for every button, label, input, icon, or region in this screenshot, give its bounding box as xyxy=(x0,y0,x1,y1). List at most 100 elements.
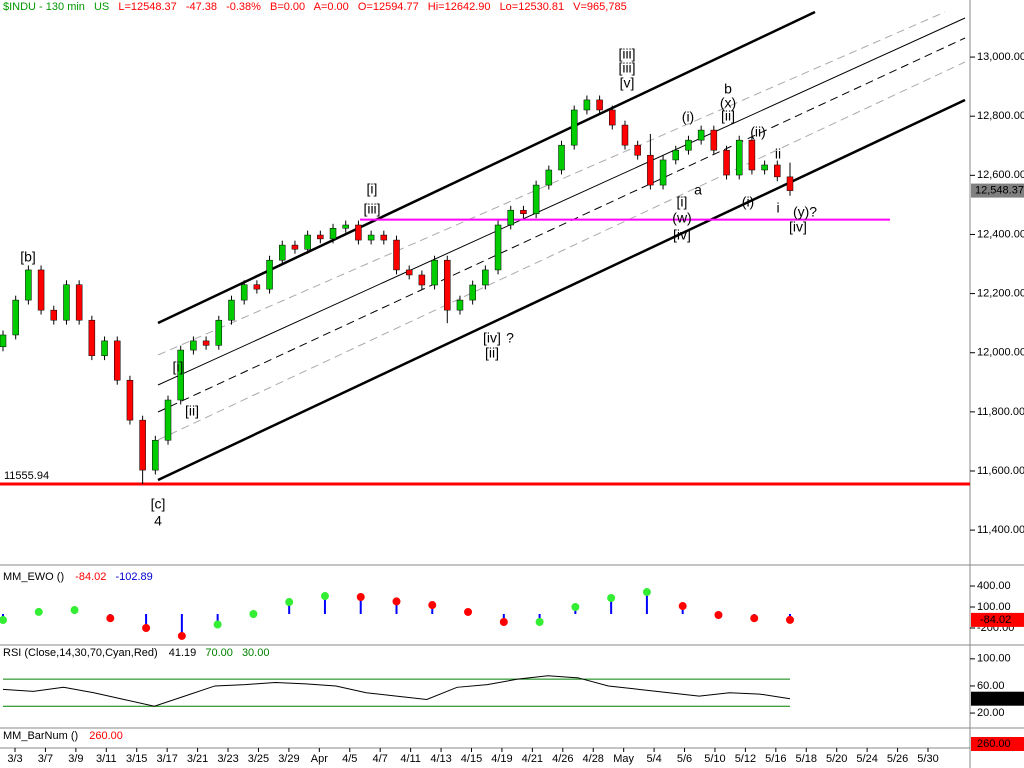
candle-body xyxy=(431,259,438,286)
candle-body xyxy=(520,209,527,215)
wave-label: ? xyxy=(506,330,514,346)
candle-body xyxy=(418,274,426,286)
symbol: $INDU - 130 min xyxy=(3,1,85,13)
wave-label: ii xyxy=(775,146,781,162)
wave-label: [ii] xyxy=(721,108,735,124)
x-tick-label: 3/17 xyxy=(156,753,177,765)
support-label: 11555.94 xyxy=(4,470,49,482)
x-tick-label: 4/21 xyxy=(522,753,543,765)
wave-label: (ii) xyxy=(750,124,766,140)
wave-label: [b] xyxy=(20,249,36,265)
candle-body xyxy=(456,299,464,311)
header: $INDU - 130 min US L=12548.37 -47.38 -0.… xyxy=(3,1,627,13)
ewo-dot xyxy=(285,598,294,607)
x-tick-label: 3/29 xyxy=(278,753,299,765)
candle-body xyxy=(12,299,19,336)
pct: -0.38% xyxy=(226,1,261,13)
ewo-dot xyxy=(535,617,544,626)
candle-body xyxy=(697,129,705,141)
y-tick-label: 12,800.00 xyxy=(977,110,1024,122)
candle-body xyxy=(291,244,299,250)
candle-body xyxy=(37,269,45,311)
candle-body xyxy=(367,234,375,241)
candle-body xyxy=(405,269,413,276)
ewo-dot xyxy=(0,616,7,625)
last-price-label: 12,548.37 xyxy=(975,184,1024,196)
ewo-dot xyxy=(142,624,151,633)
ewo-dot xyxy=(213,620,222,629)
x-tick-label: 4/19 xyxy=(491,753,512,765)
wave-label: (w) xyxy=(672,210,691,226)
y-tick-label: 12,200.00 xyxy=(977,287,1024,299)
barnum-name: MM_BarNum () xyxy=(3,730,78,742)
wave-label: 4 xyxy=(154,513,162,529)
candle-body xyxy=(113,340,121,381)
candle-body xyxy=(659,159,667,186)
barnum-box xyxy=(971,737,1024,751)
barnum-title: MM_BarNum () 260.00 xyxy=(3,730,123,742)
x-tick-label: 3/9 xyxy=(68,753,83,765)
bid: B=0.00 xyxy=(270,1,305,13)
candle-body xyxy=(101,340,108,356)
candle-body xyxy=(723,149,730,176)
rsi-value-label: 41.19 xyxy=(980,693,1008,705)
candle-body xyxy=(647,154,654,186)
rsi-title: RSI (Close,14,30,70,Cyan,Red) 41.19 70.0… xyxy=(3,647,269,659)
candle-body xyxy=(507,209,514,226)
channel-line xyxy=(157,17,966,386)
x-tick-label: Apr xyxy=(311,753,328,765)
candle-body xyxy=(393,239,400,271)
wave-label: [iv] xyxy=(789,219,807,235)
rsi-lower: 30.00 xyxy=(242,647,270,659)
wave-label: b xyxy=(724,81,732,97)
ewo-dot xyxy=(786,615,794,624)
wave-label: a xyxy=(694,182,702,198)
candle-body xyxy=(164,399,172,441)
candle-body xyxy=(139,419,146,471)
low: Lo=12530.81 xyxy=(500,1,565,13)
ewo-dot xyxy=(392,597,401,606)
wave-label: [iii] xyxy=(363,201,380,217)
candle-body xyxy=(583,99,591,111)
ewo-dot xyxy=(177,631,186,640)
candle-body xyxy=(735,139,743,176)
candle-body xyxy=(380,234,388,241)
y-tick-label: 12,000.00 xyxy=(977,347,1024,359)
ewo-dot xyxy=(571,603,580,612)
ewo-dot xyxy=(356,593,365,602)
candle-body xyxy=(444,259,451,311)
x-tick-label: 5/18 xyxy=(796,753,817,765)
ewo-value-label: -84.02 xyxy=(980,614,1011,626)
candle-body xyxy=(685,139,692,151)
candle-body xyxy=(748,139,756,171)
y-tick-label: 11,800.00 xyxy=(977,406,1024,418)
x-tick-label: 3/23 xyxy=(217,753,238,765)
x-tick-label: 4/26 xyxy=(552,753,573,765)
ewo-dot xyxy=(678,602,687,611)
wave-label: (x) xyxy=(720,95,736,111)
last: L=12548.37 xyxy=(118,1,176,13)
x-tick-label: 4/15 xyxy=(461,753,482,765)
y-tick-label: 20.00 xyxy=(977,707,1005,719)
candle-body xyxy=(50,309,58,321)
x-tick-label: 3/15 xyxy=(126,753,147,765)
candle-body xyxy=(545,169,553,186)
y-tick-label: 400.00 xyxy=(977,580,1011,592)
x-tick-label: 3/25 xyxy=(248,753,269,765)
change: -47.38 xyxy=(186,1,217,13)
rsi-value-box xyxy=(971,691,1024,706)
ewo-dot xyxy=(750,614,759,623)
candle-body xyxy=(190,340,197,351)
candle-body xyxy=(532,184,540,215)
candle-body xyxy=(786,176,794,191)
x-tick-label: 4/13 xyxy=(430,753,451,765)
candle-body xyxy=(75,284,83,321)
barnum-label: 260.00 xyxy=(977,738,1011,750)
wave-label: [ii] xyxy=(485,345,499,361)
ewo-dot xyxy=(34,607,43,616)
x-tick-label: 4/5 xyxy=(342,753,357,765)
region: US xyxy=(94,1,109,13)
candle-body xyxy=(761,164,768,171)
x-tick-label: 3/3 xyxy=(7,753,22,765)
